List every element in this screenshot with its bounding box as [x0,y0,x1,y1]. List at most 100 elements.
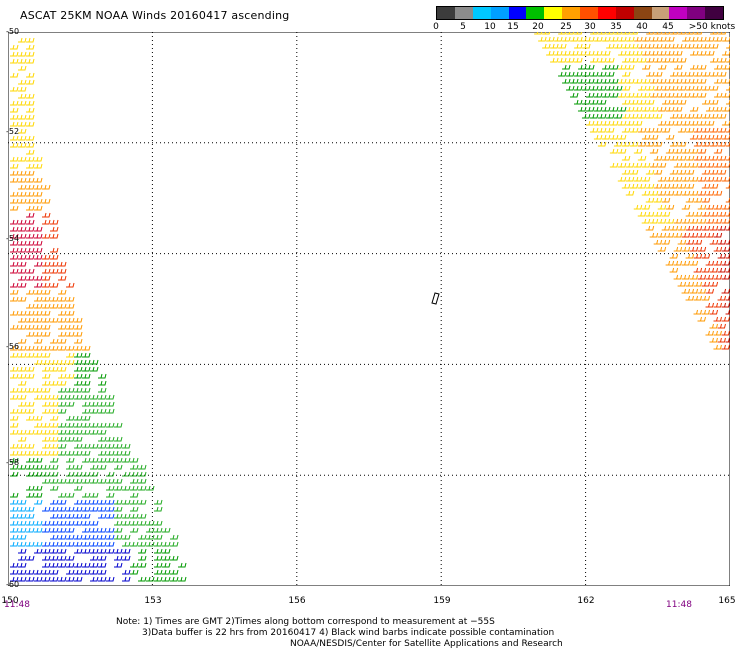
wind-barb [18,268,27,274]
wind-barb [162,527,171,533]
wind-barb [709,183,719,189]
wind-barb [34,359,43,365]
wind-barb [98,394,107,400]
wind-barb [90,562,99,568]
wind-barb [693,113,703,119]
wind-barb [106,534,115,540]
wind-barb [146,576,155,582]
wind-barb [18,135,27,141]
wind-barb [138,478,147,484]
wind-barb [662,85,671,91]
wind-barb [681,246,691,252]
wind-barb [34,387,43,393]
wind-barb [602,50,611,56]
wind-barb [26,226,35,232]
wind-barb [162,555,171,561]
wind-barb [689,176,699,182]
wind-barb [82,562,91,568]
wind-barb [82,429,91,435]
wind-barb [130,499,139,505]
wind-barb [74,562,83,568]
wind-barb [645,127,655,133]
wind-barb [18,65,27,71]
wind-barb [630,32,639,35]
wind-barb [42,562,51,568]
wind-barb [50,513,59,519]
wind-barb [705,120,715,126]
map-frame [8,32,730,586]
wind-barb [10,534,19,540]
wind-barb [670,85,679,91]
wind-barb [58,380,67,386]
wind-barb [566,85,575,91]
wind-barb [42,352,51,358]
wind-barb [90,401,99,407]
wind-barb [721,120,730,126]
wind-barb [50,338,59,344]
wind-barb [74,345,83,351]
wind-barb [542,32,551,35]
wind-barb [50,247,59,253]
wind-barb [114,562,123,568]
wind-barb [106,541,115,547]
wind-barb [686,71,695,77]
wind-barb [130,506,139,512]
wind-barb [82,492,91,498]
time-right: 11:48 [666,600,692,610]
lat-label: -52 [6,127,20,136]
wind-barb [558,71,567,77]
wind-barb [581,99,591,105]
wind-barb [573,99,583,105]
wind-barb [698,50,707,56]
wind-barb [665,260,675,266]
wind-barb [705,330,714,336]
wind-barb [98,499,107,505]
wind-barb [66,492,75,498]
wind-barb [618,64,627,70]
wind-barb [18,499,27,505]
wind-barb [649,148,659,154]
wind-barb [721,288,730,294]
wind-barb [598,71,607,77]
wind-barb [693,267,703,273]
wind-barb [82,527,91,533]
wind-barb [629,169,639,175]
wind-barb [146,485,155,491]
wind-barb [701,155,711,161]
wind-barb [50,303,59,309]
wind-barb [694,71,703,77]
wind-barb [58,436,67,442]
wind-barb [725,155,730,161]
wind-barb [10,541,19,547]
wind-barb [34,548,43,554]
wind-barb [10,443,19,449]
wind-barb [98,506,107,512]
wind-barb [90,429,99,435]
wind-barb [90,366,99,372]
wind-barb [106,443,115,449]
wind-barb [693,253,703,259]
wind-barb [58,394,67,400]
wind-barb [681,218,691,224]
wind-barb [709,239,719,245]
wind-barb [26,121,35,127]
wind-barb [682,78,691,84]
wind-barb [710,57,719,63]
wind-barb [74,471,83,477]
legend-swatch [597,7,616,19]
wind-barb [130,569,139,575]
wind-barb [577,106,587,112]
wind-barb [82,478,91,484]
wind-barb [713,134,723,140]
wind-barb [18,282,27,288]
wind-barb [10,289,19,295]
wind-barb [642,64,651,70]
wind-barb [654,85,663,91]
wind-barb [74,464,83,470]
wind-barb [18,443,27,449]
wind-barb [673,148,683,154]
wind-barb [654,43,663,49]
wind-barb [633,162,643,168]
wind-barb [689,260,699,266]
wind-barb [710,85,719,91]
